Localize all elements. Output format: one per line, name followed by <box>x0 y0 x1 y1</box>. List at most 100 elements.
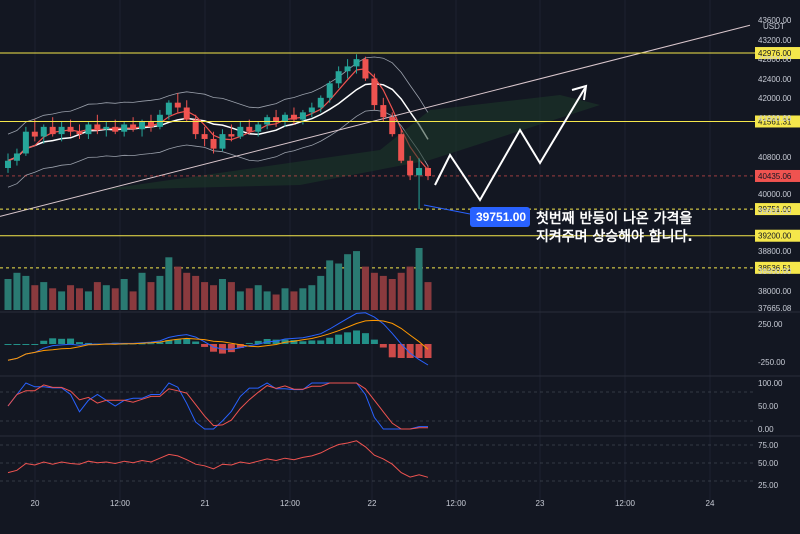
time-label: 12:00 <box>110 499 131 508</box>
candle-body <box>130 124 137 130</box>
macd-histogram-bar <box>424 344 432 358</box>
price-tick: 37665.08 <box>758 304 792 313</box>
candle-body <box>353 59 360 67</box>
volume-bar <box>174 266 182 310</box>
volume-bar <box>424 282 432 310</box>
candle-body <box>13 153 20 161</box>
time-label: 12:00 <box>615 499 636 508</box>
price-tick: 40000.00 <box>758 190 792 199</box>
price-tick: 43600.00 <box>758 16 792 25</box>
candle-body <box>5 160 11 168</box>
candle-body <box>183 107 190 120</box>
candle-body <box>228 134 235 137</box>
time-label: 23 <box>536 499 545 508</box>
signal-line <box>7 319 429 361</box>
lower-band <box>7 109 429 188</box>
candle-body <box>210 138 217 149</box>
macd-histogram-bar <box>58 338 66 344</box>
volume-bar <box>111 288 119 310</box>
candle-body <box>49 126 56 135</box>
volume-bar <box>397 272 405 310</box>
candle-body <box>121 124 128 132</box>
macd-histogram-bar <box>75 342 83 344</box>
candle-body <box>31 131 38 137</box>
macd-line <box>7 312 429 366</box>
annotation-line-2: 지켜주며 상승해야 합니다. <box>536 228 693 245</box>
annotation-line-1: 첫번째 반등이 나온 가격을 <box>536 210 692 227</box>
candle-body <box>165 102 172 115</box>
level-tag <box>755 203 800 216</box>
macd-histogram-bar <box>254 340 262 344</box>
macd-histogram-bar <box>353 330 361 344</box>
rsi-pane: 75.00 50.00 25.00 <box>0 440 779 490</box>
price-tick: 40800.00 <box>758 153 792 162</box>
volume-bar <box>236 291 244 310</box>
level-tag <box>755 261 800 274</box>
volume-bar <box>272 294 280 310</box>
macd-tick: -250.00 <box>758 358 786 367</box>
volume-bars <box>4 248 432 310</box>
candle-body <box>308 107 315 113</box>
rsi-tick: 50.00 <box>758 459 779 468</box>
macd-histogram-bar <box>201 344 209 347</box>
candle-body <box>58 126 65 135</box>
volume-bar <box>58 291 66 310</box>
volume-bar <box>281 288 289 310</box>
rsi-tick: 75.00 <box>758 441 779 450</box>
volume-bar <box>218 279 226 310</box>
candle-body <box>192 119 199 135</box>
price-tick: 39600.00 <box>758 207 792 216</box>
candle-body <box>85 124 92 135</box>
candle-body <box>282 114 289 123</box>
level-tag <box>755 47 800 60</box>
macd-histogram-bar <box>227 344 235 353</box>
volume-bar <box>156 275 164 310</box>
volume-bar <box>344 254 352 310</box>
level-label: 40435.06 <box>758 172 792 181</box>
macd-histogram-bar <box>370 339 378 344</box>
macd-histogram-bar <box>156 342 164 344</box>
macd-histogram-bar <box>31 344 39 345</box>
candle-body <box>398 134 405 161</box>
stoch-tick: 50.00 <box>758 402 779 411</box>
callout-connector <box>423 204 471 215</box>
macd-histogram-bar <box>272 339 280 344</box>
price-levels: 42976.00 41561.31 40435.06 39751.00 39200.00… <box>0 47 800 274</box>
volume-bar <box>254 285 262 310</box>
ma-line <box>7 82 429 162</box>
macd-histogram-bar <box>317 340 325 344</box>
volume-bar <box>353 251 361 310</box>
volume-bar <box>31 285 39 310</box>
volume-bar <box>415 248 423 310</box>
candle-body <box>344 66 351 72</box>
projection-path <box>434 87 586 202</box>
macd-histogram-bar <box>236 344 244 348</box>
candle-body <box>219 134 226 149</box>
volume-bar <box>299 288 307 310</box>
candle-body <box>425 167 431 176</box>
price-tick: 38800.00 <box>758 247 792 256</box>
stochastic-pane: 100.00 50.00 0.00 <box>0 379 783 434</box>
candle-body <box>362 59 369 79</box>
macd-histogram-bar <box>174 339 182 344</box>
volume-bar <box>102 285 110 310</box>
level-tag <box>755 229 800 242</box>
currency-label: USDT <box>763 22 785 31</box>
price-tick: 38000.00 <box>758 287 792 296</box>
candle-body <box>335 71 342 84</box>
macd-histogram-bar <box>299 341 307 344</box>
volume-bar <box>147 282 155 310</box>
ichimoku-cloud <box>100 95 600 190</box>
time-axis: 20 12:00 21 12:00 22 12:00 23 12:00 24 <box>31 499 715 508</box>
macd-histogram-bar <box>415 344 423 358</box>
time-label: 12:00 <box>446 499 467 508</box>
price-axis: USDT 43600.00 43200.00 42800.00 42400.00 420… <box>758 16 792 313</box>
macd-histogram-bar <box>138 343 146 345</box>
volume-bar <box>406 266 414 310</box>
candle-body <box>94 124 101 130</box>
candle-body <box>380 105 387 118</box>
volume-bar <box>22 275 30 310</box>
macd-histogram-bar <box>22 344 30 345</box>
volume-bar <box>40 282 48 310</box>
